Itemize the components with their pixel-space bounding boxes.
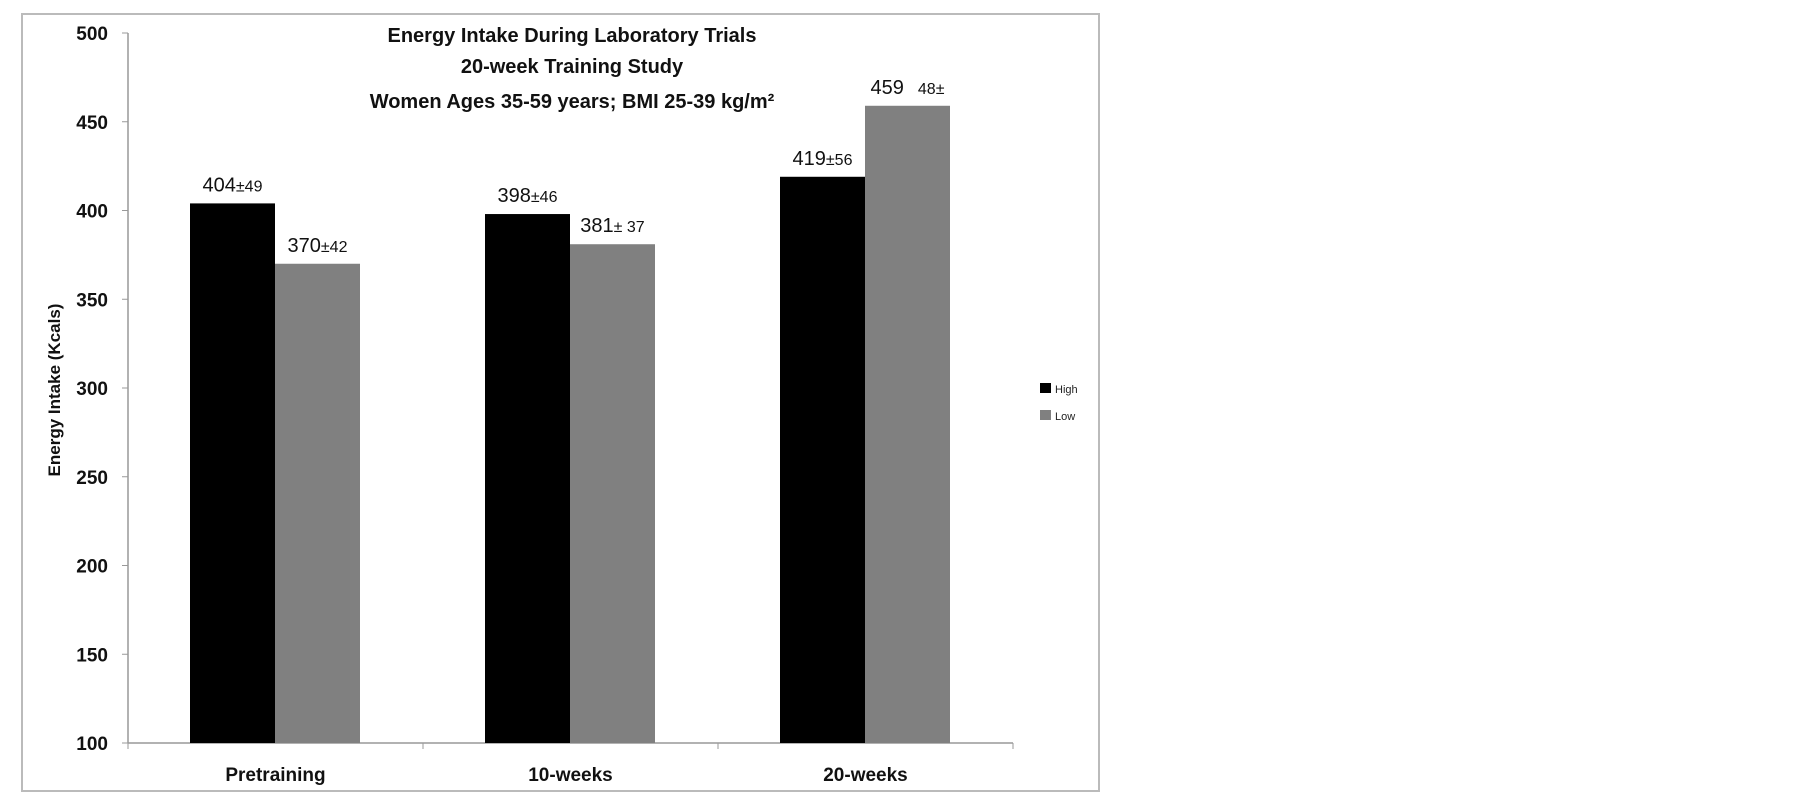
y-tick-label: 500 [76, 24, 108, 45]
y-tick-label: 400 [76, 202, 108, 223]
y-tick-label: 350 [76, 290, 108, 311]
title-line-2: 20-week Training Study [461, 56, 684, 78]
legend: High Low [1040, 383, 1078, 423]
y-tick-label: 450 [76, 113, 108, 134]
y-tick-label: 100 [76, 734, 108, 755]
bar-high [485, 214, 570, 744]
data-label: 370±42 [288, 235, 348, 257]
chart-title: Energy Intake During Laboratory Trials 2… [370, 25, 775, 113]
y-tick-label: 200 [76, 557, 108, 578]
bar-low [570, 244, 655, 743]
y-tick-label: 300 [76, 379, 108, 400]
x-tick-label: 20-weeks [823, 765, 908, 786]
data-label: 398±46 [498, 185, 558, 207]
data-label: 381± 37 [580, 215, 645, 237]
legend-label: Low [1055, 411, 1075, 423]
y-tick-label: 150 [76, 645, 108, 666]
bar-high [780, 176, 865, 743]
x-tick-label: Pretraining [225, 765, 325, 786]
data-label: 419±56 [793, 148, 853, 170]
bar-high [190, 203, 275, 743]
data-label: 404±49 [203, 174, 263, 196]
y-axis-label: Energy Intake (Kcals) [45, 304, 64, 477]
bar-low [865, 105, 950, 743]
x-tick-label: 10-weeks [528, 765, 613, 786]
title-line-3: Women Ages 35-59 years; BMI 25-39 kg/m² [370, 91, 775, 113]
data-label: 459 48± [871, 77, 945, 99]
legend-label: High [1055, 384, 1078, 396]
title-line-1: Energy Intake During Laboratory Trials [388, 25, 757, 47]
bar-low [275, 263, 360, 743]
legend-swatch-low [1040, 410, 1051, 420]
y-tick-label: 250 [76, 468, 108, 489]
legend-swatch-high [1040, 383, 1051, 393]
